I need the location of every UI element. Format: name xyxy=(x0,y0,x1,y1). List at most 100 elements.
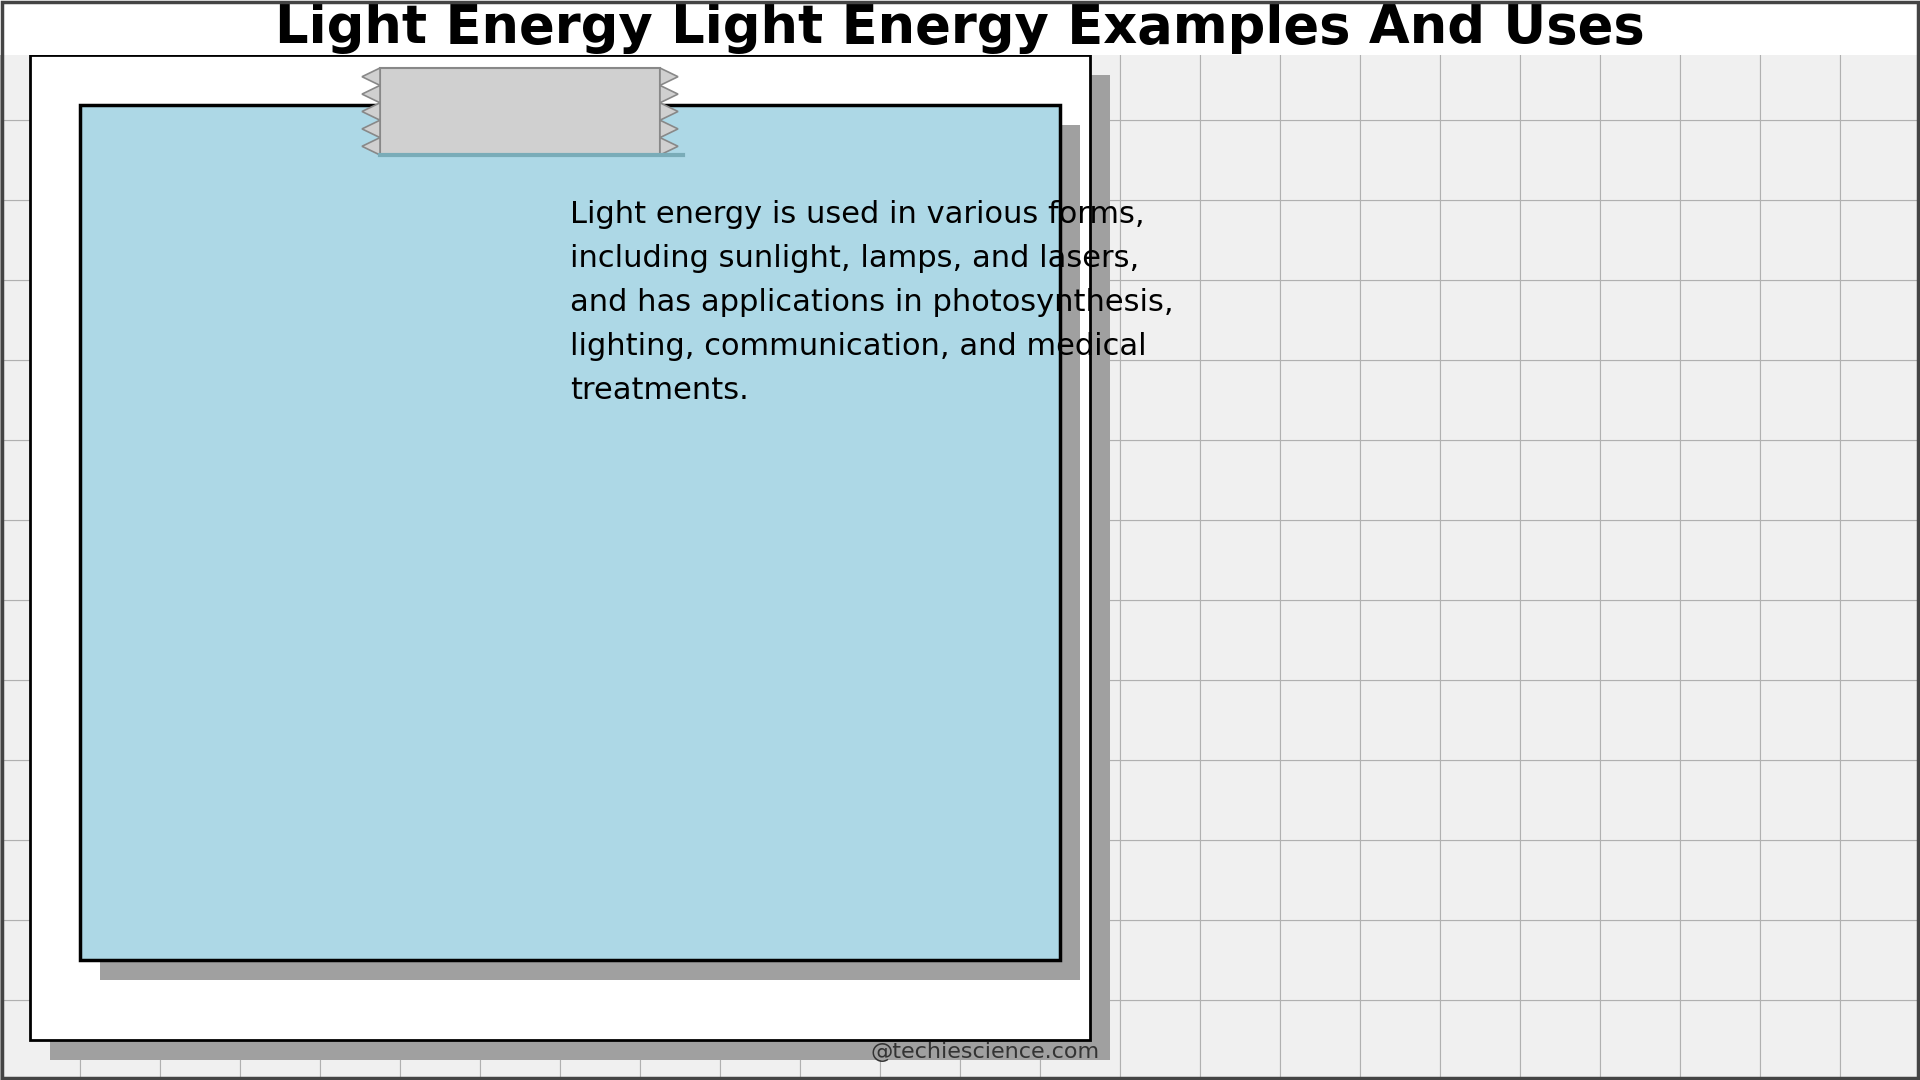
Bar xyxy=(240,920,321,1000)
Bar xyxy=(1359,680,1440,760)
Bar xyxy=(1521,519,1599,600)
Bar xyxy=(1119,40,1200,120)
Bar xyxy=(561,120,639,200)
Bar xyxy=(639,440,720,519)
Bar xyxy=(1041,360,1119,440)
Bar xyxy=(1281,280,1359,360)
Bar xyxy=(1521,40,1599,120)
Bar xyxy=(159,40,240,120)
Bar xyxy=(1281,600,1359,680)
Bar xyxy=(0,600,81,680)
Bar xyxy=(1359,360,1440,440)
Bar xyxy=(1359,519,1440,600)
Bar xyxy=(639,680,720,760)
Bar xyxy=(240,1000,321,1080)
Bar xyxy=(240,600,321,680)
Bar xyxy=(321,440,399,519)
Bar xyxy=(240,0,321,40)
Bar xyxy=(321,40,399,120)
Bar xyxy=(801,200,879,280)
Bar xyxy=(0,680,81,760)
Bar xyxy=(720,519,801,600)
Bar xyxy=(81,519,159,600)
Bar xyxy=(240,360,321,440)
Bar xyxy=(1440,360,1521,440)
Bar xyxy=(1839,1000,1920,1080)
Bar xyxy=(399,360,480,440)
Bar xyxy=(1680,200,1761,280)
Bar xyxy=(0,280,81,360)
Bar xyxy=(639,280,720,360)
Bar xyxy=(1119,519,1200,600)
Bar xyxy=(480,840,561,920)
Bar xyxy=(1359,440,1440,519)
Bar xyxy=(81,360,159,440)
Bar xyxy=(1440,519,1521,600)
Bar xyxy=(1281,920,1359,1000)
Bar xyxy=(1521,280,1599,360)
Bar xyxy=(1200,840,1281,920)
Bar xyxy=(1041,0,1119,40)
Bar xyxy=(1761,200,1839,280)
Bar xyxy=(159,760,240,840)
Bar xyxy=(1119,920,1200,1000)
Bar xyxy=(1359,200,1440,280)
Bar xyxy=(81,0,159,40)
Bar xyxy=(1041,680,1119,760)
Bar xyxy=(0,760,81,840)
Bar xyxy=(1680,120,1761,200)
Bar xyxy=(1839,519,1920,600)
Bar xyxy=(1041,1000,1119,1080)
Bar xyxy=(1119,600,1200,680)
Bar xyxy=(1839,0,1920,40)
Bar xyxy=(720,440,801,519)
Bar xyxy=(879,840,960,920)
Bar xyxy=(1041,200,1119,280)
Bar xyxy=(0,40,81,120)
Bar xyxy=(1281,40,1359,120)
Bar xyxy=(960,840,1041,920)
Bar xyxy=(480,760,561,840)
Bar xyxy=(1599,120,1680,200)
Bar xyxy=(801,40,879,120)
Bar xyxy=(1761,440,1839,519)
Bar xyxy=(399,920,480,1000)
Bar xyxy=(240,440,321,519)
Bar xyxy=(561,40,639,120)
Bar xyxy=(1680,600,1761,680)
Bar xyxy=(81,40,159,120)
Bar xyxy=(1281,760,1359,840)
Bar xyxy=(1200,120,1281,200)
Bar xyxy=(399,760,480,840)
Bar xyxy=(720,760,801,840)
Bar xyxy=(321,360,399,440)
Bar xyxy=(81,1000,159,1080)
Bar xyxy=(561,840,639,920)
Bar xyxy=(1680,680,1761,760)
Bar xyxy=(1761,120,1839,200)
Bar xyxy=(960,440,1041,519)
Bar xyxy=(561,200,639,280)
Bar xyxy=(1839,360,1920,440)
Bar xyxy=(639,360,720,440)
Bar xyxy=(1281,440,1359,519)
Bar xyxy=(1680,40,1761,120)
Bar xyxy=(1761,760,1839,840)
Bar xyxy=(879,519,960,600)
Polygon shape xyxy=(660,137,678,156)
Bar xyxy=(480,120,561,200)
Bar xyxy=(1761,360,1839,440)
Bar xyxy=(1839,760,1920,840)
Bar xyxy=(561,920,639,1000)
Polygon shape xyxy=(363,103,380,120)
Bar xyxy=(240,40,321,120)
Bar xyxy=(1359,280,1440,360)
Bar xyxy=(1440,120,1521,200)
Bar xyxy=(1599,360,1680,440)
Bar xyxy=(720,200,801,280)
Bar xyxy=(1521,360,1599,440)
Bar xyxy=(399,680,480,760)
Bar xyxy=(159,680,240,760)
Bar xyxy=(81,600,159,680)
Bar xyxy=(879,440,960,519)
